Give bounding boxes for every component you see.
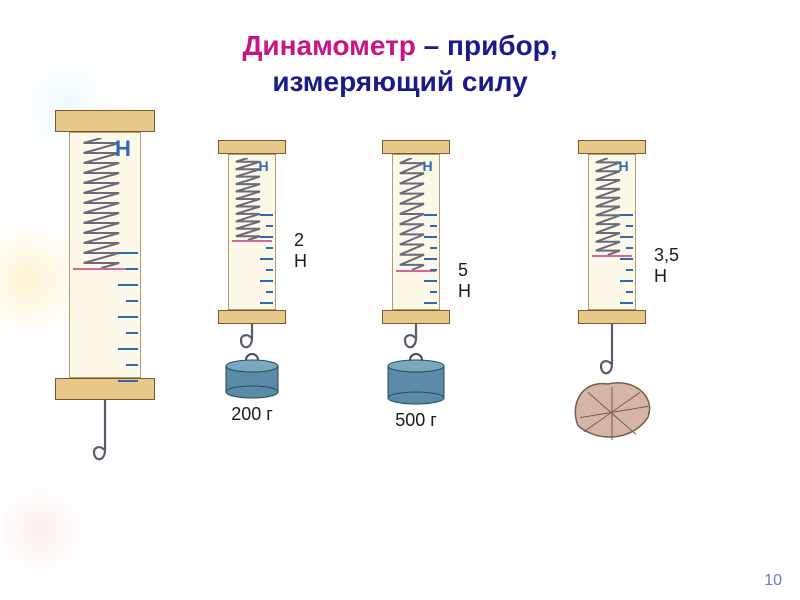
scale-tick <box>626 225 634 227</box>
mass-label: 200 г <box>212 404 292 425</box>
scale-tick <box>430 225 438 227</box>
scale-tick <box>260 280 274 282</box>
scale-tick <box>620 302 634 304</box>
dyno-cap <box>55 378 155 400</box>
pointer <box>592 255 633 257</box>
scale-tick <box>260 302 274 304</box>
scale-tick <box>266 247 274 249</box>
title-accent: Динамометр <box>242 30 415 61</box>
hook-icon <box>90 400 120 470</box>
scale-tick <box>620 236 634 238</box>
dyno-cap <box>218 310 286 324</box>
weight-cylinder <box>225 352 279 411</box>
hook-icon <box>597 324 627 384</box>
weight-potato <box>572 378 652 451</box>
pointer <box>232 240 273 242</box>
title-rest1: прибор, <box>447 30 558 61</box>
unit-label: Н <box>115 136 131 162</box>
scale-tick <box>424 214 438 216</box>
scale-tick <box>430 247 438 249</box>
title-line2: измеряющий силу <box>272 66 527 97</box>
scale-tick <box>118 252 138 254</box>
dyno-cap <box>578 140 646 154</box>
dyno-cap <box>382 140 450 154</box>
diagram-stage: Н Н 2 Н 200 г Н 5 Н 500 г Н 3,5 Н <box>0 120 800 550</box>
scale-tick <box>260 236 274 238</box>
scale-tick <box>620 214 634 216</box>
scale-tick <box>126 300 138 302</box>
scale-tick <box>626 291 634 293</box>
scale-tick <box>126 332 138 334</box>
force-reading: 5 Н <box>458 260 471 302</box>
scale-tick <box>266 269 274 271</box>
mass-label: 500 г <box>376 410 456 431</box>
scale-tick <box>260 214 274 216</box>
scale-tick <box>424 258 438 260</box>
scale-tick <box>424 302 438 304</box>
unit-label: Н <box>258 158 268 174</box>
dyno-cap <box>55 110 155 132</box>
force-reading: 3,5 Н <box>654 245 679 287</box>
scale-tick <box>266 225 274 227</box>
force-reading: 2 Н <box>294 230 307 272</box>
scale-tick <box>118 284 138 286</box>
scale-tick <box>424 236 438 238</box>
scale-tick <box>626 269 634 271</box>
unit-label: Н <box>618 158 628 174</box>
scale-tick <box>126 364 138 366</box>
dyno-cap <box>382 310 450 324</box>
scale-tick <box>626 247 634 249</box>
scale-tick <box>118 316 138 318</box>
scale-tick <box>126 268 138 270</box>
weight-cylinder <box>387 352 445 417</box>
scale-tick <box>118 348 138 350</box>
scale-tick <box>424 280 438 282</box>
title-sep: – <box>416 30 447 61</box>
scale-tick <box>430 269 438 271</box>
dyno-cap <box>578 310 646 324</box>
scale-tick <box>266 291 274 293</box>
scale-tick <box>620 258 634 260</box>
unit-label: Н <box>422 158 432 174</box>
page-title: Динамометр – прибор, измеряющий силу <box>0 0 800 101</box>
scale-tick <box>430 291 438 293</box>
scale-tick <box>620 280 634 282</box>
scale-tick <box>260 258 274 260</box>
dyno-cap <box>218 140 286 154</box>
scale-tick <box>118 380 138 382</box>
page-number: 10 <box>764 572 782 590</box>
